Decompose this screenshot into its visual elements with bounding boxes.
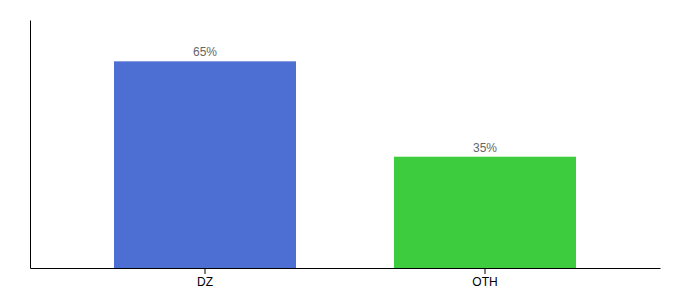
x-axis: DZ OTH <box>31 268 661 289</box>
data-label: 65% <box>193 45 217 59</box>
x-tick-label: DZ <box>197 275 213 289</box>
bar <box>114 61 296 268</box>
x-tick: DZ <box>197 268 213 289</box>
x-tick: OTH <box>472 268 497 289</box>
x-tick-mark <box>485 268 486 274</box>
bar <box>394 157 576 268</box>
plot: DZ OTH 65% 35% <box>31 21 661 289</box>
y-axis <box>30 21 31 269</box>
data-label: 35% <box>473 141 497 155</box>
chart: DZ OTH 65% 35% <box>0 0 680 300</box>
x-tick-mark <box>205 268 206 274</box>
bars <box>114 61 576 268</box>
y-axis-line <box>30 21 31 269</box>
x-tick-label: OTH <box>472 275 497 289</box>
data-labels: 65% 35% <box>193 45 497 154</box>
x-axis-line <box>31 268 661 269</box>
